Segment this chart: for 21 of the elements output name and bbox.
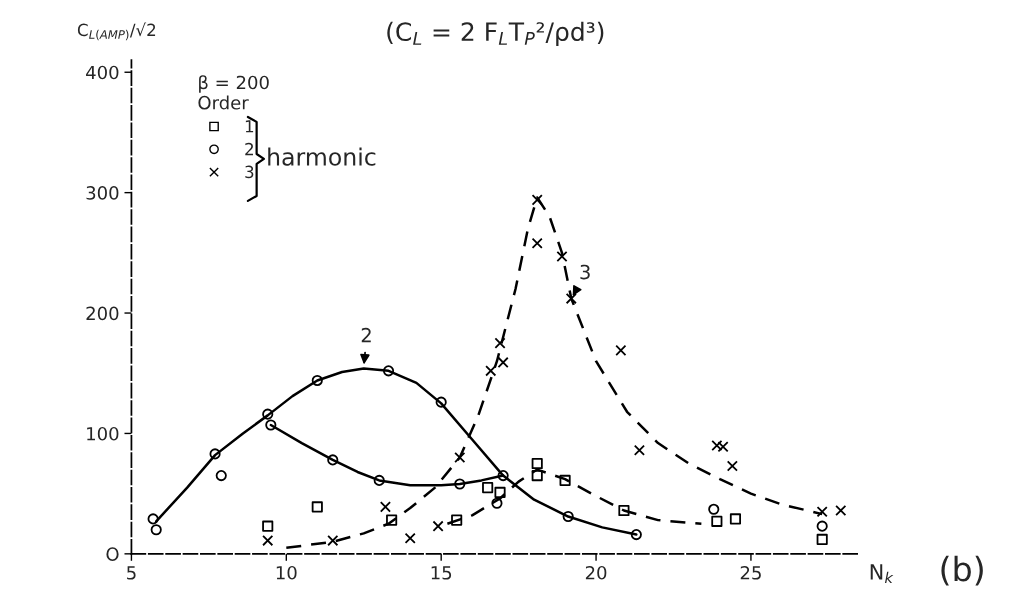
text: (b): [941, 555, 983, 586]
annotation: 3: [580, 264, 590, 280]
x-axis-title: N$_{k}$: [870, 564, 894, 583]
legend-title: β = 200 Order: [198, 75, 269, 110]
x-tick-label: 20: [585, 565, 607, 580]
annotation: harmonic: [268, 147, 376, 166]
legend-label: 3: [245, 165, 254, 179]
x-tick-label: 15: [431, 566, 452, 580]
y-tick-label: 300: [86, 186, 119, 200]
legend-label: 1: [245, 120, 254, 133]
legend-label: 2: [245, 142, 253, 156]
y-tick-label: 200: [86, 306, 119, 321]
annotation: 2: [361, 327, 371, 343]
y-tick-label: 100: [87, 426, 119, 441]
y-axis-title: C$_{L(AMP)}$/√2: [77, 22, 156, 41]
y-tick-label: 400: [86, 65, 119, 80]
x-tick-label: 25: [740, 565, 761, 580]
chart-title: (C$_{L}$ = 2 F$_{L}$T$_{P}$²/ρd³): [387, 21, 604, 46]
x-tick-label: 5: [127, 566, 136, 580]
x-tick-label: 10: [276, 565, 297, 580]
y-tick-label: O: [106, 547, 119, 561]
